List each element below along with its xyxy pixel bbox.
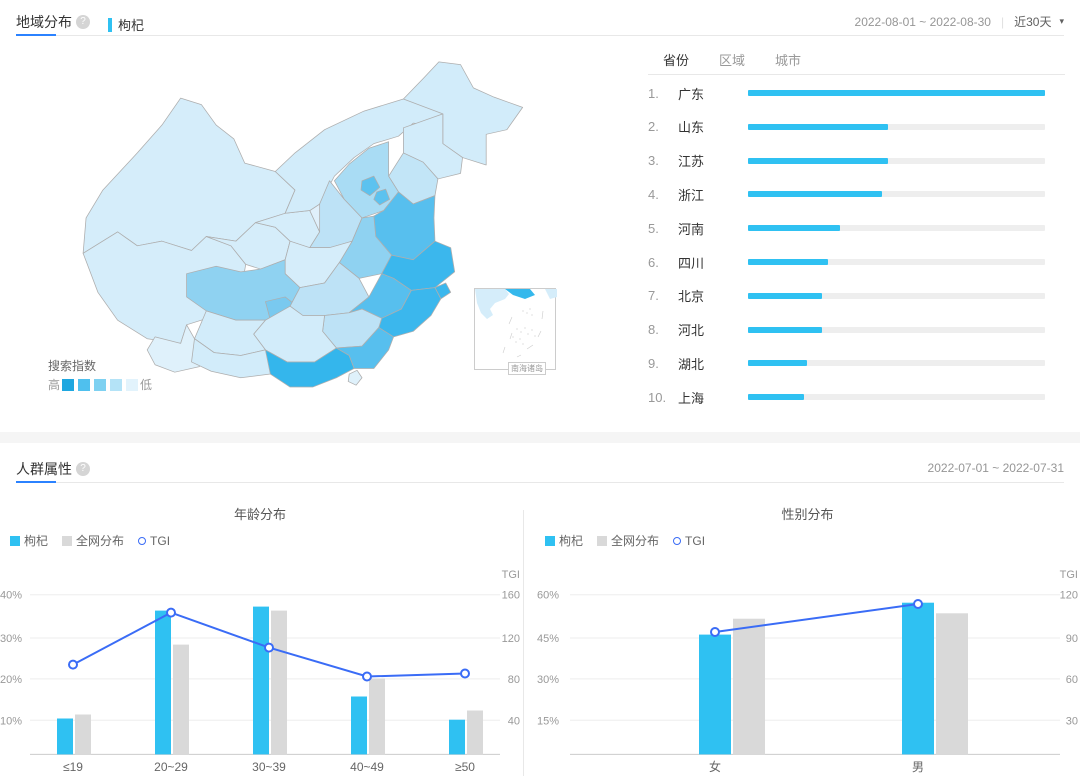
svg-text:10%: 10% — [0, 715, 22, 727]
svg-text:20~29: 20~29 — [154, 760, 188, 774]
svg-text:30~39: 30~39 — [252, 760, 286, 774]
svg-text:40: 40 — [508, 715, 520, 727]
svg-text:30%: 30% — [537, 674, 559, 686]
svg-text:40~49: 40~49 — [350, 760, 384, 774]
svg-text:40%: 40% — [0, 590, 22, 602]
svg-text:30: 30 — [1066, 715, 1078, 727]
svg-text:15%: 15% — [537, 715, 559, 727]
svg-text:TGI: TGI — [1060, 569, 1078, 581]
svg-text:160: 160 — [502, 590, 520, 602]
svg-text:男: 男 — [912, 760, 924, 774]
svg-text:80: 80 — [508, 674, 520, 686]
svg-text:30%: 30% — [0, 633, 22, 645]
svg-text:≤19: ≤19 — [63, 760, 83, 774]
svg-text:120: 120 — [1060, 590, 1078, 602]
svg-text:60%: 60% — [537, 590, 559, 602]
svg-text:20%: 20% — [0, 674, 22, 686]
svg-text:60: 60 — [1066, 674, 1078, 686]
svg-text:女: 女 — [709, 759, 721, 774]
svg-text:90: 90 — [1066, 633, 1078, 645]
svg-text:TGI: TGI — [502, 569, 520, 581]
svg-text:≥50: ≥50 — [455, 760, 475, 774]
svg-text:120: 120 — [502, 633, 520, 645]
svg-text:45%: 45% — [537, 633, 559, 645]
